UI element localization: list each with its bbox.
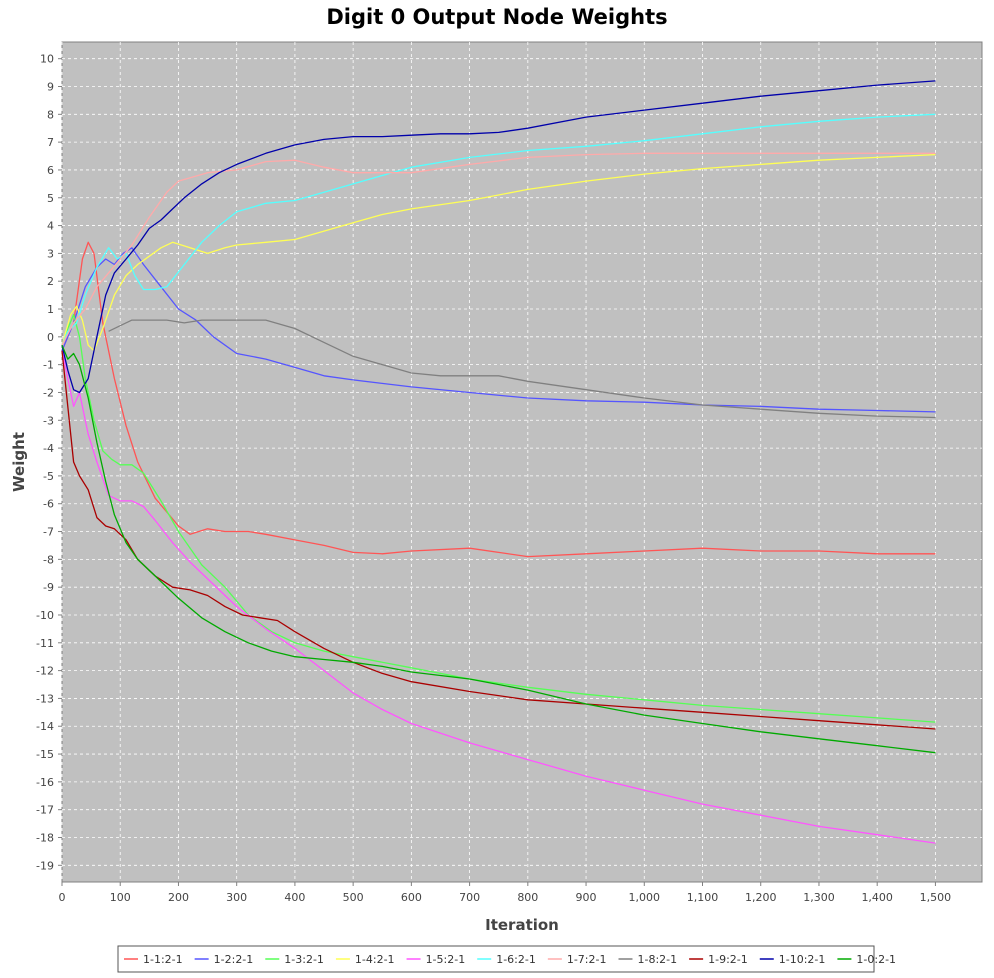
legend-label: 1-6:2-1: [496, 953, 536, 966]
series-line-1-4:2-1: [61, 153, 936, 352]
legend-label: 1-9:2-1: [708, 953, 748, 966]
y-tick-label: 0: [47, 331, 54, 344]
series-line-1-10:2-1: [61, 80, 936, 394]
y-tick-label: 8: [47, 108, 54, 121]
y-tick-label: 2: [47, 275, 54, 288]
series-line-1-2:2-1: [61, 247, 936, 413]
series-lines: [61, 80, 936, 844]
legend-label: 1-0:2-1: [856, 953, 896, 966]
legend-item: 1-5:2-1: [406, 953, 466, 966]
legend-label: 1-8:2-1: [637, 953, 677, 966]
legend-item: 1-3:2-1: [265, 953, 324, 966]
legend-label: 1-5:2-1: [426, 953, 466, 966]
x-tick-label: 1,500: [920, 891, 952, 904]
legend-label: 1-7:2-1: [567, 953, 607, 966]
y-tick-label: -17: [36, 804, 54, 817]
y-tick-label: 7: [47, 136, 54, 149]
legend-label: 1-4:2-1: [355, 953, 395, 966]
y-tick-label: 1: [47, 303, 54, 316]
y-tick-label: 6: [47, 164, 54, 177]
y-tick-label: -2: [43, 386, 54, 399]
axes: 109876543210-1-2-3-4-5-6-7-8-9-10-11-12-…: [36, 53, 951, 904]
x-tick-label: 1,300: [803, 891, 835, 904]
y-tick-label: -10: [36, 609, 54, 622]
y-tick-label: -14: [36, 720, 54, 733]
y-tick-label: -3: [43, 414, 54, 427]
legend-label: 1-3:2-1: [284, 953, 324, 966]
legend: 1-1:2-1 1-2:2-1 1-3:2-1 1-4:2-1 1-5:2-1 1-6:2…: [117, 945, 896, 973]
series-line-1-0:2-1: [61, 344, 936, 754]
legend-item: 1-4:2-1: [335, 953, 395, 966]
series-line-1-5:2-1: [61, 350, 936, 844]
legend-item: 1-6:2-1: [477, 953, 536, 966]
y-tick-label: 10: [40, 53, 54, 66]
y-tick-label: 4: [47, 220, 54, 233]
grid-lines: [61, 42, 982, 882]
y-tick-label: -12: [36, 665, 54, 678]
legend-item: 1-0:2-1: [837, 953, 896, 966]
y-tick-label: -18: [36, 831, 54, 844]
y-tick-label: -11: [36, 637, 54, 650]
x-tick-label: 1,100: [687, 891, 719, 904]
x-tick-label: 100: [110, 891, 131, 904]
y-tick-label: -9: [43, 581, 54, 594]
y-tick-label: -16: [36, 776, 54, 789]
series-line-1-9:2-1: [61, 350, 936, 730]
x-tick-label: 700: [459, 891, 480, 904]
legend-item: 1-9:2-1: [689, 953, 748, 966]
y-tick-label: -19: [36, 859, 54, 872]
y-tick-label: -1: [43, 359, 54, 372]
y-tick-label: 3: [47, 247, 54, 260]
legend-item: 1-7:2-1: [547, 953, 607, 966]
chart-title: Digit 0 Output Node Weights: [326, 5, 667, 29]
legend-item: 1-1:2-1: [124, 953, 183, 966]
x-tick-label: 600: [401, 891, 422, 904]
legend-item: 1-10:2-1: [759, 953, 826, 966]
x-tick-label: 500: [343, 891, 364, 904]
y-tick-label: -13: [36, 692, 54, 705]
y-tick-label: -7: [43, 526, 54, 539]
x-tick-label: 0: [59, 891, 66, 904]
x-tick-label: 900: [576, 891, 597, 904]
plot-area: [61, 41, 983, 883]
y-tick-label: -6: [43, 498, 54, 511]
series-line-1-7:2-1: [61, 152, 936, 346]
legend-label: 1-1:2-1: [143, 953, 183, 966]
y-tick-label: -8: [43, 553, 54, 566]
y-tick-label: -15: [36, 748, 54, 761]
x-tick-label: 1,400: [861, 891, 893, 904]
series-line-1-6:2-1: [61, 113, 936, 346]
x-tick-label: 1,000: [629, 891, 661, 904]
legend-box: [117, 945, 875, 973]
legend-label: 1-2:2-1: [214, 953, 254, 966]
legend-label: 1-10:2-1: [779, 953, 826, 966]
y-axis-label: Weight: [10, 432, 28, 492]
y-tick-label: 9: [47, 81, 54, 94]
x-tick-label: 200: [168, 891, 189, 904]
y-tick-label: -4: [43, 442, 54, 455]
x-tick-label: 800: [517, 891, 538, 904]
series-line-1-1:2-1: [61, 241, 936, 558]
x-tick-label: 1,200: [745, 891, 777, 904]
x-axis-label: Iteration: [485, 916, 559, 934]
y-tick-label: -5: [43, 470, 54, 483]
series-line-1-8:2-1: [108, 319, 936, 419]
legend-item: 1-8:2-1: [618, 953, 677, 966]
x-tick-label: 400: [284, 891, 305, 904]
x-tick-label: 300: [226, 891, 247, 904]
y-tick-label: 5: [47, 192, 54, 205]
series-line-1-3:2-1: [61, 313, 936, 723]
legend-item: 1-2:2-1: [194, 953, 254, 966]
